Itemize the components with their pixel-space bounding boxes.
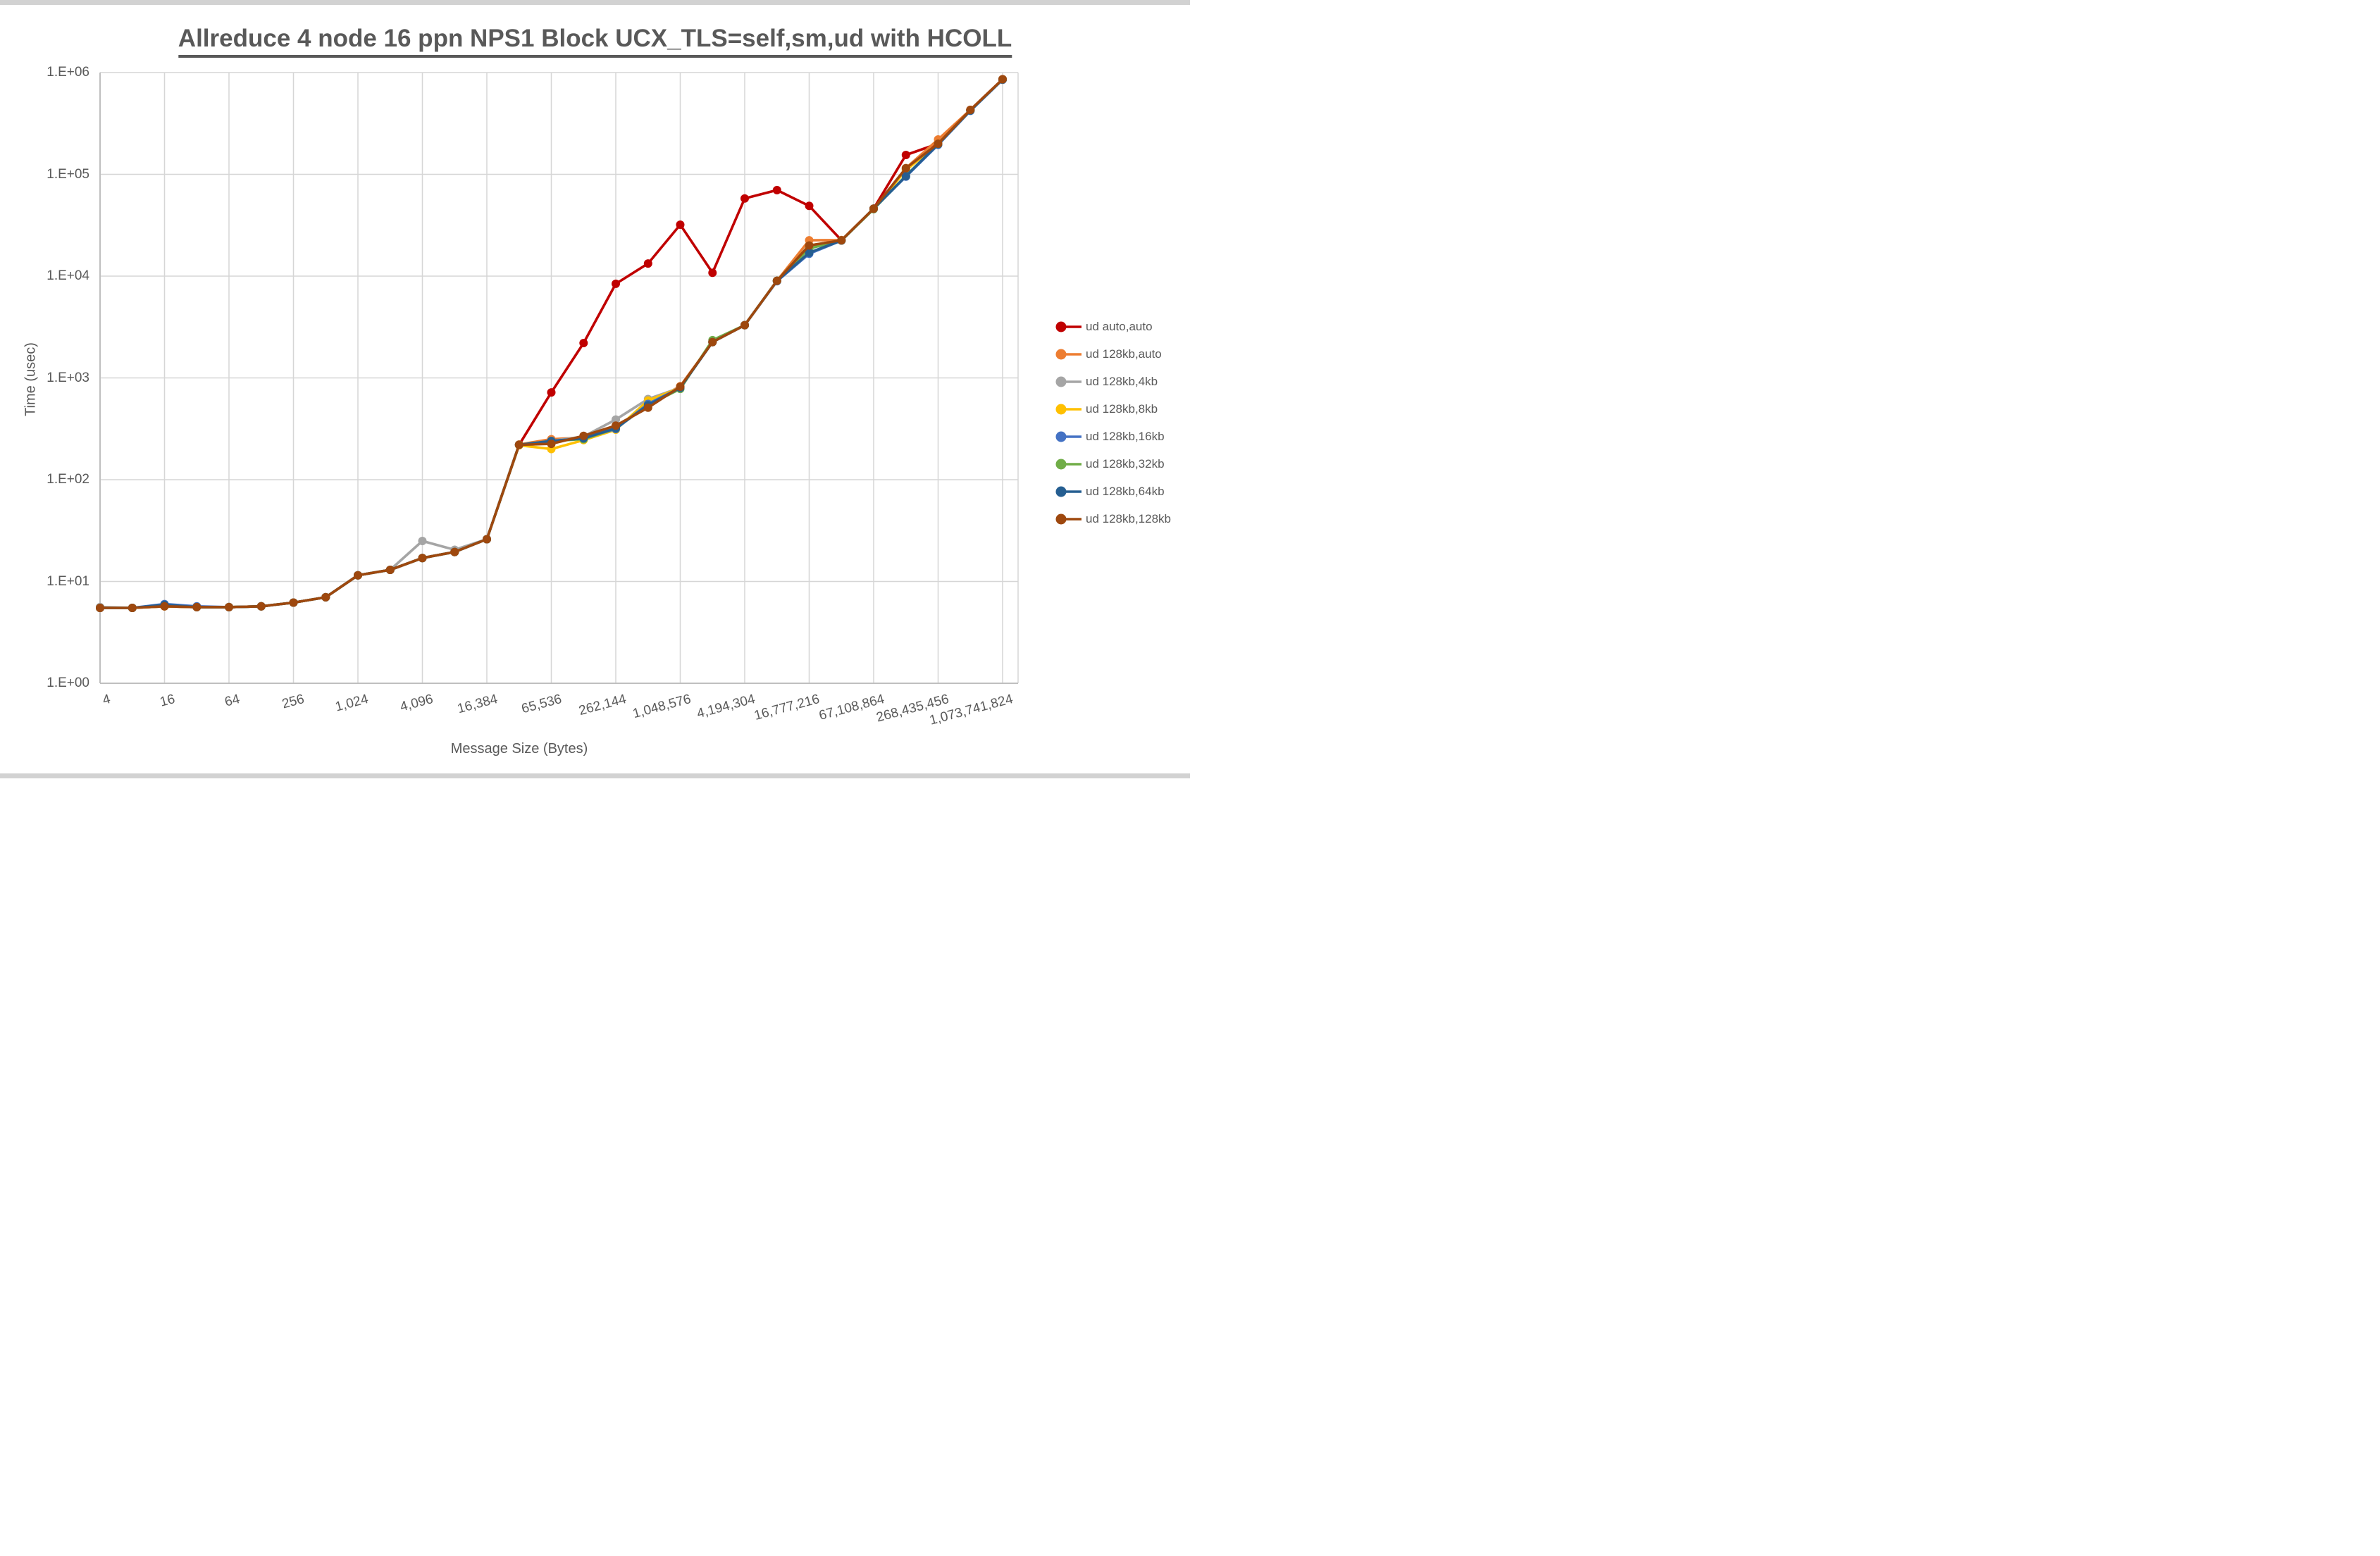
series-marker-ud-128kb-128kb <box>256 602 266 611</box>
series-marker-ud-128kb-64kb <box>805 248 814 257</box>
y-tick-label: 1.E+05 <box>47 166 89 182</box>
plot-svg <box>96 72 1019 684</box>
series-marker-ud-auto-auto <box>708 268 717 278</box>
series-marker-ud-128kb-128kb <box>225 602 233 611</box>
legend-line-marker-icon <box>1055 431 1081 442</box>
legend-line-marker-icon <box>1055 376 1081 387</box>
legend-item-label: ud 128kb,16kb <box>1086 429 1165 443</box>
legend-item-ud-128kb-8kb: ud 128kb,8kb <box>1054 395 1171 423</box>
series-marker-ud-auto-auto <box>805 201 814 211</box>
series-marker-ud-128kb-128kb <box>869 204 878 213</box>
y-tick-label: 1.E+00 <box>47 676 89 690</box>
series-marker-ud-128kb-128kb <box>354 571 362 580</box>
series-marker-ud-128kb-128kb <box>998 75 1007 84</box>
series-marker-ud-128kb-128kb <box>450 547 459 556</box>
series-marker-ud-auto-auto <box>740 194 749 203</box>
series-marker-ud-128kb-128kb <box>418 554 427 563</box>
series-marker-ud-auto-auto <box>772 185 781 194</box>
legend-item-ud-128kb-128kb: ud 128kb,128kb <box>1054 505 1171 533</box>
legend-item-label: ud 128kb,auto <box>1086 347 1162 361</box>
series-marker-ud-128kb-128kb <box>676 382 685 391</box>
legend-line-marker-icon <box>1055 321 1081 332</box>
series-marker-ud-128kb-128kb <box>579 431 588 440</box>
series-marker-ud-128kb-128kb <box>772 276 781 285</box>
legend-line-marker-icon <box>1055 404 1081 414</box>
legend-item-ud-auto-auto: ud auto,auto <box>1054 313 1171 340</box>
series-marker-ud-128kb-128kb <box>96 604 104 612</box>
series-marker-ud-128kb-128kb <box>192 602 202 611</box>
series-marker-ud-128kb-128kb <box>128 604 137 612</box>
y-tick-label: 1.E+02 <box>47 472 89 487</box>
legend: ud auto,auto ud 128kb,auto ud 128kb,4kb ud … <box>1054 313 1171 533</box>
y-tick-label: 1.E+03 <box>47 370 89 385</box>
bottom-edge-strip <box>0 773 1190 778</box>
legend-item-label: ud 128kb,64kb <box>1086 484 1165 498</box>
legend-item-ud-128kb-auto: ud 128kb,auto <box>1054 340 1171 368</box>
series-marker-ud-128kb-128kb <box>612 421 620 430</box>
legend-line-marker-icon <box>1055 459 1081 469</box>
series-marker-ud-128kb-128kb <box>837 236 846 245</box>
series-marker-ud-128kb-128kb <box>805 241 814 250</box>
series-marker-ud-auto-auto <box>612 279 620 288</box>
y-axis-title: Time (usec) <box>23 342 39 416</box>
series-marker-ud-128kb-128kb <box>160 602 169 611</box>
legend-line-marker-icon <box>1055 349 1081 359</box>
series-marker-ud-128kb-128kb <box>514 440 523 449</box>
legend-item-ud-128kb-64kb: ud 128kb,64kb <box>1054 478 1171 505</box>
legend-line-marker-icon <box>1055 514 1081 524</box>
legend-item-ud-128kb-32kb: ud 128kb,32kb <box>1054 450 1171 478</box>
legend-item-label: ud 128kb,8kb <box>1086 402 1158 416</box>
series-marker-ud-128kb-128kb <box>547 440 556 449</box>
series-marker-ud-128kb-128kb <box>708 337 717 347</box>
series-marker-ud-auto-auto <box>547 388 556 397</box>
series-marker-ud-128kb-128kb <box>901 163 910 173</box>
series-marker-ud-auto-auto <box>676 220 685 229</box>
legend-item-ud-128kb-16kb: ud 128kb,16kb <box>1054 423 1171 450</box>
series-marker-ud-128kb-128kb <box>966 106 975 114</box>
series-marker-ud-auto-auto <box>643 259 652 268</box>
legend-item-label: ud 128kb,32kb <box>1086 456 1165 471</box>
series-marker-ud-128kb-128kb <box>321 592 330 602</box>
series-marker-ud-128kb-128kb <box>740 320 749 330</box>
legend-line-marker-icon <box>1055 486 1081 497</box>
legend-item-label: ud auto,auto <box>1086 319 1153 333</box>
chart-title: Allreduce 4 node 16 ppn NPS1 Block UCX_T… <box>178 25 1012 58</box>
series-marker-ud-128kb-4kb <box>612 415 620 424</box>
series-marker-ud-128kb-4kb <box>418 537 427 545</box>
legend-item-ud-128kb-4kb: ud 128kb,4kb <box>1054 368 1171 395</box>
series-marker-ud-auto-auto <box>579 339 588 347</box>
series-marker-ud-128kb-128kb <box>385 566 395 574</box>
legend-item-label: ud 128kb,4kb <box>1086 374 1158 388</box>
chart-area: Allreduce 4 node 16 ppn NPS1 Block UCX_T… <box>0 0 1190 778</box>
x-axis-title: Message Size (Bytes) <box>450 741 588 757</box>
y-tick-label: 1.E+04 <box>47 268 89 283</box>
y-tick-label: 1.E+06 <box>47 65 89 80</box>
legend-item-label: ud 128kb,128kb <box>1086 511 1171 525</box>
series-marker-ud-128kb-128kb <box>483 535 491 544</box>
series-marker-ud-128kb-64kb <box>901 172 910 181</box>
series-marker-ud-128kb-128kb <box>289 598 298 607</box>
series-marker-ud-auto-auto <box>901 151 910 159</box>
y-tick-label: 1.E+01 <box>47 573 89 589</box>
top-edge-strip <box>0 0 1190 5</box>
series-marker-ud-128kb-128kb <box>643 403 652 412</box>
series-marker-ud-128kb-128kb <box>934 139 943 148</box>
